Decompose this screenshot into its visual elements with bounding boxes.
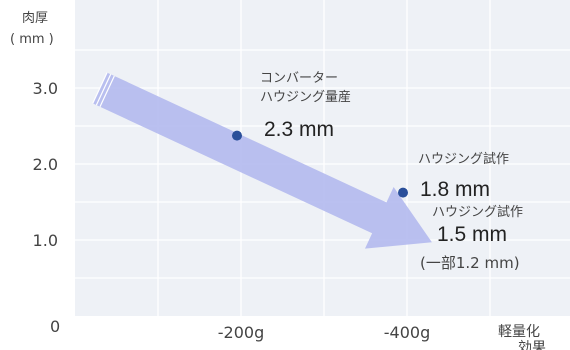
y-tick-label-2: 3.0 (33, 79, 58, 98)
y-tick-label-0: 1.0 (33, 231, 58, 250)
point-2-value: 1.8 mm (420, 178, 490, 201)
y-axis-title: 肉厚 (22, 11, 48, 26)
point-2-label: ハウジング試作 (418, 151, 509, 167)
x-tick-label-0: -200g (218, 323, 264, 342)
y-axis-unit: ( mm ) (10, 32, 54, 47)
arrow-annotation-value: 1.5 mm (437, 223, 507, 246)
trend-arrow-shape (92, 72, 432, 249)
y-tick-label-1: 2.0 (33, 155, 58, 174)
arrow-annotation-sublabel: (一部1.2 mm) (420, 254, 520, 272)
point-1-label-line2: ハウジング量産 (260, 89, 351, 105)
arrow-annotation-label: ハウジング試作 (432, 204, 523, 220)
x-axis-title-line2: 効果 (518, 340, 546, 350)
arrow-tail-hatch-1 (95, 74, 112, 106)
x-tick-labels: -200g -400g (218, 323, 430, 342)
point-1-label-line1: コンバーター (260, 71, 338, 86)
data-point-1 (398, 187, 408, 198)
point-1-value: 2.3 mm (264, 118, 334, 141)
x-axis-title: 軽量化 (498, 324, 540, 340)
arrow-tail-hatch-0 (92, 72, 108, 104)
data-points (232, 130, 408, 198)
origin-label: 0 (50, 317, 60, 336)
trend-arrow (92, 72, 432, 249)
y-tick-labels: 1.0 2.0 3.0 (33, 79, 58, 250)
arrow-tail-hatch-2 (99, 75, 115, 108)
x-tick-label-1: -400g (384, 323, 430, 342)
data-point-0 (232, 130, 242, 141)
